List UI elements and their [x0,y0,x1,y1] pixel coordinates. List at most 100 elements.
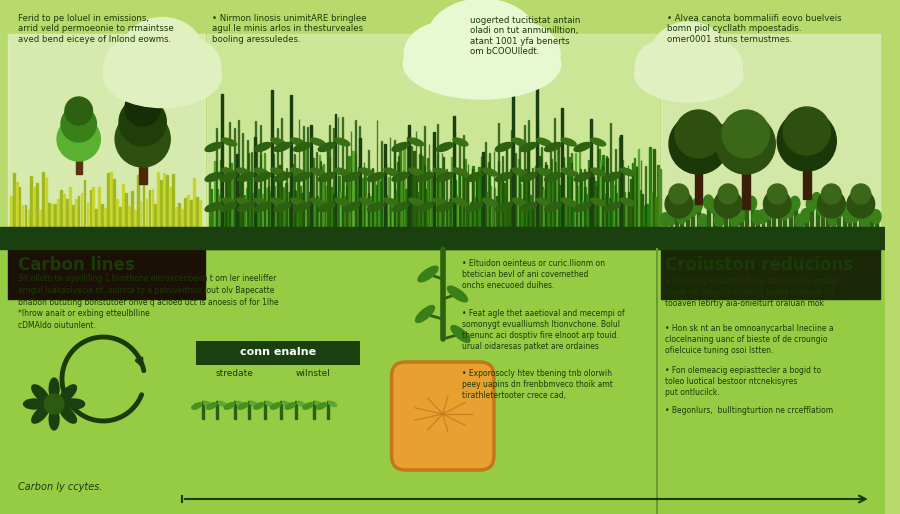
Bar [317,196,319,247]
Bar [234,401,236,419]
Bar [458,169,460,247]
Bar [264,154,266,247]
Bar [327,151,328,247]
Bar [19,187,21,246]
Bar [541,187,543,247]
Bar [352,151,354,247]
Ellipse shape [590,138,606,146]
Bar [649,148,651,247]
Bar [346,186,347,247]
Ellipse shape [319,142,335,152]
Bar [551,159,553,247]
Bar [433,132,435,247]
Bar [478,168,480,247]
Bar [49,203,50,246]
Ellipse shape [417,173,434,181]
Bar [327,401,328,419]
Bar [805,221,807,247]
Circle shape [669,184,689,204]
Ellipse shape [544,142,562,152]
Text: uogerted tucitistat antain
oladi on tut anmunilltion,
atant 1001 yfa benerts
om : uogerted tucitistat antain oladi on tut … [471,16,580,56]
Bar [8,34,204,324]
Bar [454,179,456,247]
Bar [219,195,220,247]
Bar [232,173,234,247]
Bar [146,198,148,246]
Circle shape [716,114,775,174]
Bar [451,157,452,247]
Bar [376,185,377,247]
Bar [332,194,334,247]
Bar [252,193,253,247]
Ellipse shape [453,198,468,206]
Ellipse shape [520,142,536,152]
Bar [653,149,655,247]
Bar [740,220,742,247]
Bar [675,215,678,247]
Bar [662,241,879,299]
Ellipse shape [688,203,698,216]
Ellipse shape [720,193,730,207]
Ellipse shape [221,168,237,176]
Bar [392,205,393,247]
Ellipse shape [238,173,255,181]
Ellipse shape [544,203,562,211]
Bar [257,189,259,247]
Bar [521,199,523,247]
Bar [260,155,261,247]
Circle shape [669,114,728,174]
Bar [356,172,357,247]
Ellipse shape [758,210,768,224]
Ellipse shape [271,403,281,409]
Ellipse shape [698,214,708,228]
Bar [579,150,580,247]
Bar [238,193,239,247]
Bar [745,207,748,247]
Bar [815,205,819,247]
Bar [285,183,287,247]
Ellipse shape [392,142,409,152]
Bar [214,161,216,247]
Bar [456,195,458,247]
Bar [137,175,139,246]
Bar [647,205,649,247]
Bar [374,174,375,247]
Bar [524,174,525,247]
Bar [128,206,130,246]
Bar [853,221,857,247]
Circle shape [44,394,64,414]
Bar [604,194,606,247]
Bar [606,158,608,247]
Ellipse shape [620,198,635,206]
Bar [220,159,222,247]
Bar [664,225,667,247]
Ellipse shape [677,210,686,224]
Ellipse shape [416,305,435,322]
Bar [443,157,445,247]
Ellipse shape [343,203,360,211]
Bar [110,172,112,246]
Bar [24,205,26,246]
Bar [229,201,230,247]
Bar [436,154,438,247]
Bar [388,177,389,247]
Ellipse shape [254,403,264,409]
Bar [254,137,256,247]
Bar [630,179,631,247]
Bar [564,201,566,247]
Bar [75,199,76,246]
Ellipse shape [310,168,325,176]
Bar [172,174,174,246]
Bar [582,201,584,247]
Bar [77,196,79,246]
Ellipse shape [417,203,434,211]
Bar [511,89,514,247]
Bar [368,193,369,247]
Ellipse shape [796,214,806,228]
Ellipse shape [536,138,552,146]
Bar [236,154,238,247]
Bar [419,154,420,247]
Bar [76,139,82,174]
Bar [290,95,292,247]
Ellipse shape [319,173,335,181]
